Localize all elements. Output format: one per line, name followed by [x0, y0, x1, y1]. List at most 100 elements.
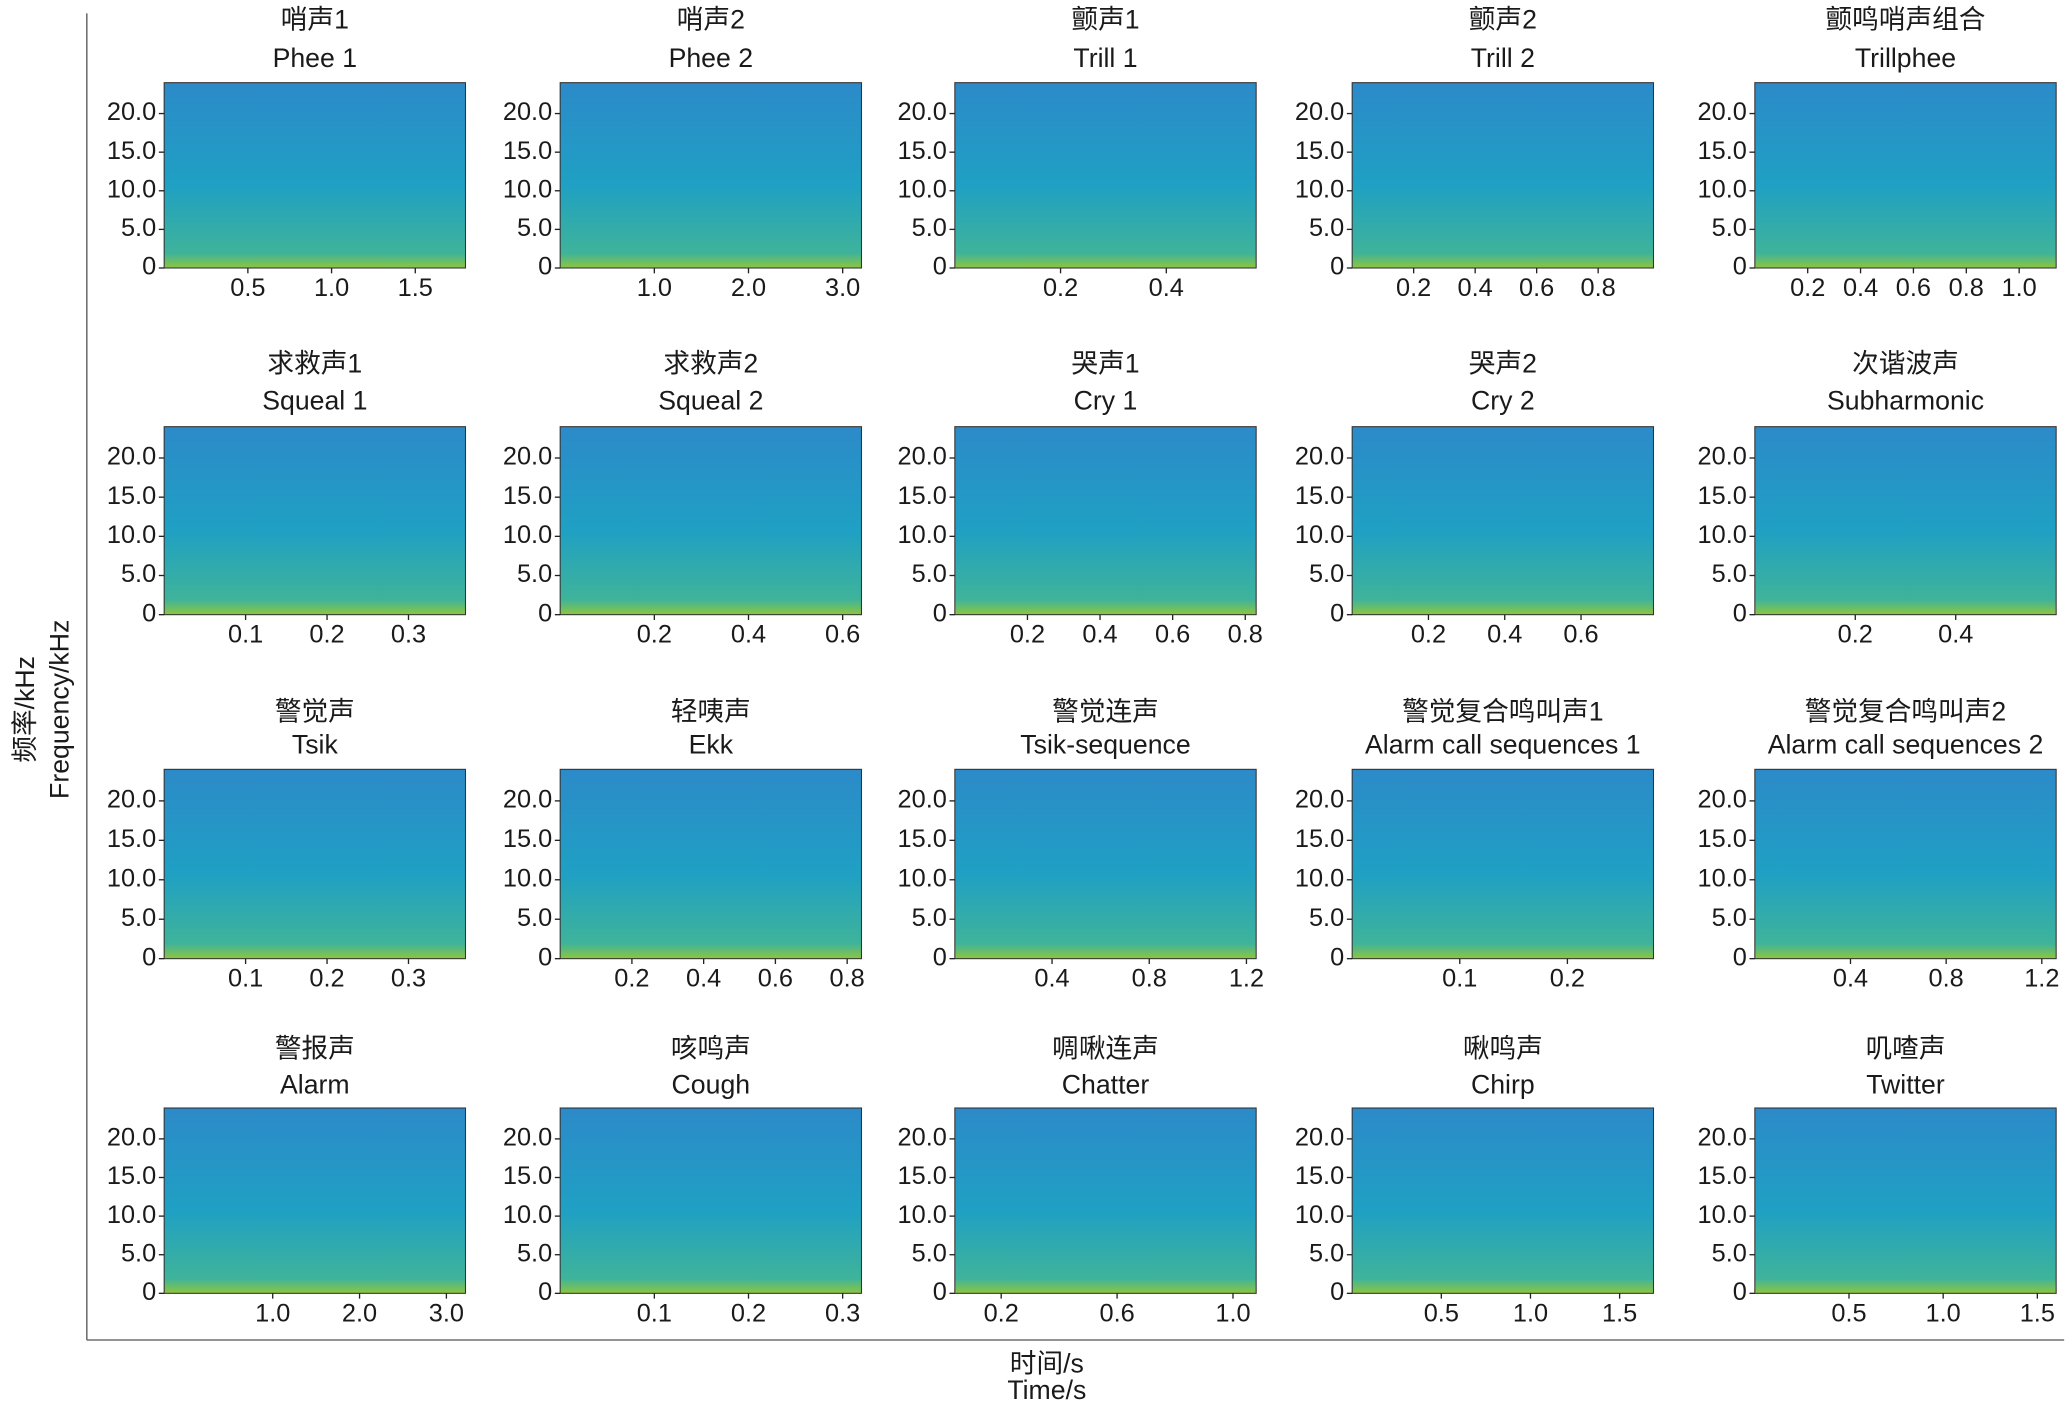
x-tick-label: 0.3	[825, 1299, 860, 1327]
y-tick-label: 20.0	[1295, 786, 1344, 814]
x-tick-label: 0.4	[1149, 274, 1184, 302]
x-tick-label: 1.0	[255, 1299, 290, 1327]
x-tick-label: 0.2	[984, 1299, 1019, 1327]
y-tick-label: 5.0	[912, 560, 947, 588]
y-tick-label: 10.0	[107, 521, 156, 549]
y-tick-label: 15.0	[503, 482, 552, 510]
x-label-en: Time/s	[1007, 1375, 1086, 1404]
y-tick-label: 10.0	[898, 1201, 947, 1229]
panel-subtitle: Squeal 1	[262, 386, 367, 416]
y-tick-label: 15.0	[107, 137, 156, 165]
panel-subtitle: Phee 2	[669, 43, 754, 73]
y-tick-label: 10.0	[898, 864, 947, 892]
x-tick-label: 1.0	[637, 274, 672, 302]
panel-title: 咳鸣声	[671, 1034, 751, 1064]
y-tick-label: 15.0	[107, 825, 156, 853]
panel-title: 颤声2	[1469, 4, 1537, 34]
y-tick-label: 5.0	[1712, 1239, 1747, 1267]
panel-subtitle: Cry 1	[1074, 386, 1138, 416]
x-tick-label: 1.2	[1229, 965, 1264, 993]
panel-subtitle: Cry 2	[1471, 386, 1535, 416]
panel-subtitle: Trillphee	[1855, 43, 1956, 73]
y-tick-label: 15.0	[898, 825, 947, 853]
panel-subtitle: Chirp	[1471, 1070, 1535, 1100]
x-tick-label: 0.8	[1581, 274, 1616, 302]
y-tick-label: 10.0	[898, 521, 947, 549]
x-tick-label: 1.2	[2024, 965, 2059, 993]
spectrogram-image	[1754, 426, 2057, 616]
spectrogram-image	[954, 426, 1257, 616]
x-tick-label: 0.4	[1843, 274, 1878, 302]
x-tick-label: 0.8	[1228, 621, 1263, 649]
y-tick-label: 20.0	[1295, 443, 1344, 471]
x-tick-label: 0.2	[1396, 274, 1431, 302]
y-tick-label: 20.0	[503, 786, 552, 814]
y-tick-label: 20.0	[1698, 786, 1747, 814]
spectrogram-image	[1754, 768, 2057, 960]
x-tick-label: 0.5	[1831, 1299, 1866, 1327]
panel-title: 颤鸣哨声组合	[1826, 4, 1986, 34]
x-tick-label: 0.1	[228, 965, 263, 993]
y-tick-label: 5.0	[912, 214, 947, 242]
x-tick-label: 0.2	[1010, 621, 1045, 649]
x-tick-label: 0.8	[1132, 965, 1167, 993]
y-tick-label: 5.0	[1712, 560, 1747, 588]
y-tick-label: 10.0	[1698, 521, 1747, 549]
y-tick-label: 10.0	[1698, 175, 1747, 203]
y-tick-label: 20.0	[107, 98, 156, 126]
panel-title: 哨声2	[677, 4, 745, 34]
x-tick-label: 0.4	[1833, 965, 1868, 993]
y-tick-label: 0	[538, 253, 552, 281]
spectrogram-image	[163, 426, 467, 616]
y-label: 频率/kHz	[10, 656, 40, 763]
y-tick-label: 0	[1330, 253, 1344, 281]
x-tick-label: 0.5	[1424, 1299, 1459, 1327]
x-tick-label: 0.6	[1563, 621, 1598, 649]
panel-title: 求救声2	[663, 348, 758, 378]
y-tick-label: 10.0	[503, 864, 552, 892]
panel-title: 哨声1	[281, 4, 349, 34]
y-tick-label: 15.0	[503, 137, 552, 165]
x-tick-label: 0.6	[1519, 274, 1554, 302]
panel-title: 警觉连声	[1052, 696, 1159, 726]
panel-subtitle: Cough	[672, 1070, 751, 1100]
panel-title: 警报声	[275, 1034, 355, 1064]
y-tick-label: 0	[538, 599, 552, 627]
y-tick-label: 20.0	[898, 443, 947, 471]
x-tick-label: 0.4	[686, 965, 721, 993]
panel-title: 哭声2	[1469, 348, 1537, 378]
y-tick-label: 0	[142, 253, 156, 281]
x-tick-label: 0.4	[1082, 621, 1117, 649]
y-tick-label: 5.0	[121, 560, 156, 588]
y-tick-label: 0	[142, 1278, 156, 1306]
panel-subtitle: Alarm call sequences 1	[1365, 730, 1641, 760]
x-tick-label: 1.5	[398, 274, 433, 302]
spectrogram-image	[163, 1107, 467, 1294]
x-tick-label: 0.2	[731, 1299, 766, 1327]
y-tick-label: 0	[142, 599, 156, 627]
spectrogram-image	[559, 1107, 863, 1294]
panel-subtitle: Alarm call sequences 2	[1768, 730, 2044, 760]
y-tick-label: 15.0	[1698, 1162, 1747, 1190]
x-tick-label: 1.0	[2002, 274, 2037, 302]
spectrogram-image	[559, 82, 863, 269]
panel-title: 警觉复合鸣叫声1	[1402, 696, 1603, 726]
panel-title: 啁啾连声	[1052, 1034, 1159, 1064]
x-tick-label: 1.5	[2020, 1299, 2055, 1327]
y-tick-label: 5.0	[1309, 904, 1344, 932]
spectrogram-image	[559, 768, 863, 960]
panel-title: 警觉声	[275, 696, 355, 726]
panel-title: 求救声1	[267, 348, 362, 378]
x-tick-label: 3.0	[429, 1299, 464, 1327]
spectrogram-image	[1351, 768, 1655, 960]
y-tick-label: 15.0	[1698, 137, 1747, 165]
y-tick-label: 20.0	[503, 1124, 552, 1152]
x-tick-label: 0.6	[1896, 274, 1931, 302]
y-tick-label: 20.0	[898, 1124, 947, 1152]
y-tick-label: 20.0	[503, 98, 552, 126]
y-tick-label: 0	[933, 1278, 947, 1306]
x-tick-label: 0.6	[1155, 621, 1190, 649]
y-tick-label: 10.0	[1698, 864, 1747, 892]
y-tick-label: 0	[1330, 1278, 1344, 1306]
x-tick-label: 0.3	[391, 965, 426, 993]
